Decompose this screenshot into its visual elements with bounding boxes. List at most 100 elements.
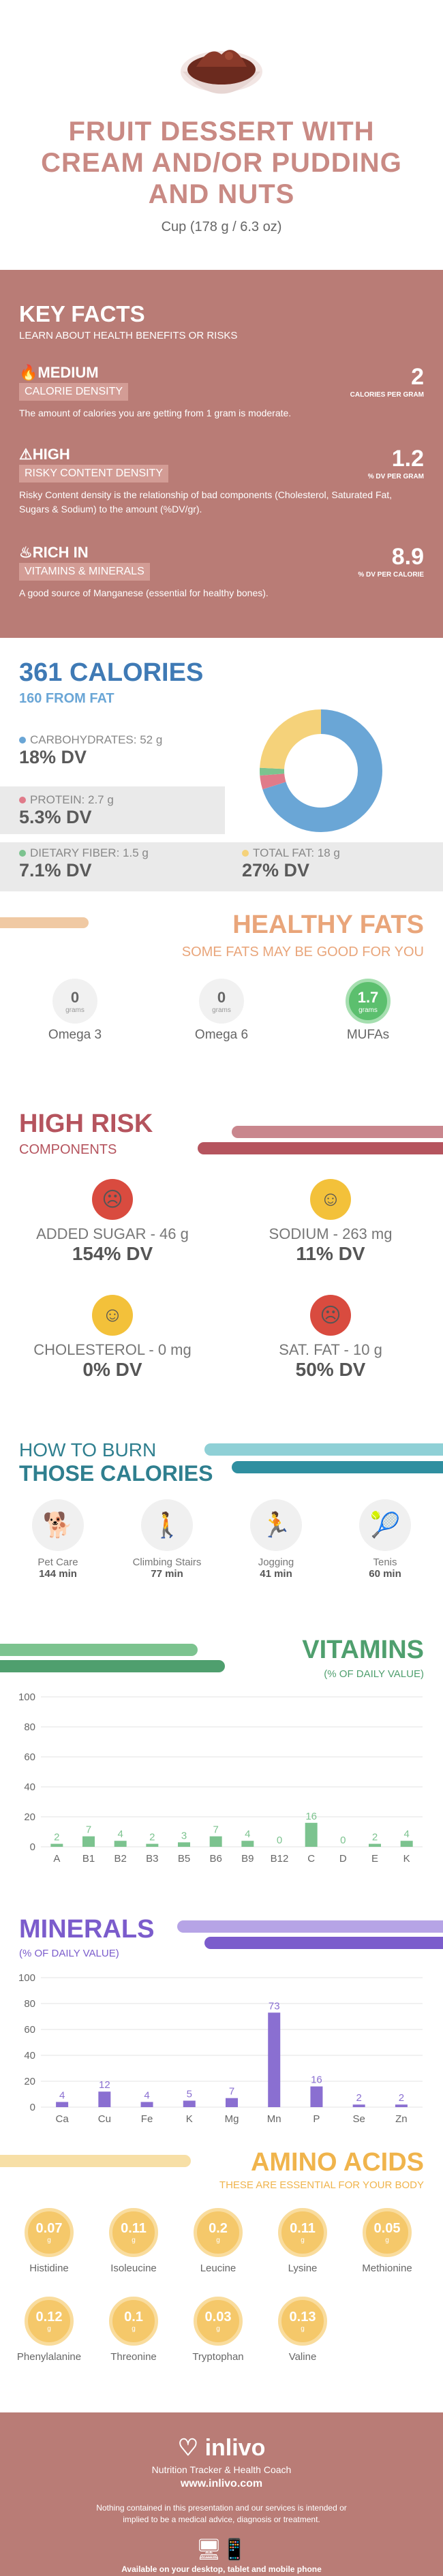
amino-unit: g bbox=[132, 2325, 136, 2333]
happy-face-icon: ☺ bbox=[92, 1295, 133, 1336]
protein-label: PROTEIN: 2.7 g bbox=[30, 793, 114, 806]
bar-B9 bbox=[241, 1841, 254, 1847]
y-tick-label: 80 bbox=[24, 1998, 35, 2010]
key-fact-label: RISKY CONTENT DENSITY bbox=[19, 465, 168, 482]
key-fact-desc: The amount of calories you are getting f… bbox=[19, 408, 292, 418]
sodium-item: ☺ SODIUM - 263 mg 11% DV bbox=[232, 1179, 429, 1265]
bar-B3 bbox=[146, 1843, 159, 1847]
amino-value: 0.12 bbox=[35, 2310, 63, 2325]
bar-value-label: 7 bbox=[213, 1824, 218, 1836]
y-tick-label: 60 bbox=[24, 2024, 35, 2036]
pudding-bowl-icon bbox=[181, 50, 262, 94]
warning-icon: ⚠ bbox=[19, 446, 33, 463]
x-tick-label: K bbox=[403, 1853, 410, 1865]
y-tick-label: 20 bbox=[24, 1811, 35, 1823]
mufas-unit: grams bbox=[358, 1006, 378, 1014]
vitamins-section: VITAMINS (% OF DAILY VALUE) 0 20 40 60 80 100… bbox=[0, 1629, 443, 1881]
x-tick-label: Mn bbox=[267, 2113, 281, 2125]
omega3-unit: grams bbox=[65, 1006, 85, 1014]
activity-name: Pet Care bbox=[37, 1557, 78, 1568]
brand-logo: ♡ inlivo bbox=[0, 2434, 443, 2462]
x-tick-label: B1 bbox=[82, 1853, 95, 1865]
amino-name: Leucine bbox=[200, 2263, 236, 2274]
burn-title-1: HOW TO BURN bbox=[19, 1439, 157, 1460]
amino-value: 0.03 bbox=[204, 2310, 232, 2325]
portion-size: Cup (178 g / 6.3 oz) bbox=[161, 219, 282, 234]
amino-circle: 0.1 g bbox=[109, 2297, 158, 2346]
omega6-value: 0 bbox=[217, 988, 226, 1006]
fat-dv: 27% DV bbox=[242, 860, 310, 880]
y-tick-label: 80 bbox=[24, 1721, 35, 1733]
y-tick-label: 100 bbox=[18, 1691, 35, 1703]
omega6-unit: grams bbox=[212, 1006, 231, 1014]
brand-name: inlivo bbox=[204, 2435, 266, 2461]
decor-stripe bbox=[232, 1461, 443, 1473]
amino-unit: g bbox=[47, 2325, 51, 2333]
bar-value-label: 0 bbox=[340, 1835, 346, 1846]
bar-value-label: 16 bbox=[311, 2074, 322, 2086]
bar-Cu bbox=[98, 2091, 111, 2107]
macro-donut-chart bbox=[260, 709, 382, 832]
amino-value: 0.11 bbox=[290, 2221, 316, 2236]
activity-jogging: 🏃 Jogging 41 min bbox=[232, 1499, 320, 1580]
activity-min: 77 min bbox=[151, 1568, 183, 1580]
fat-dot-icon bbox=[242, 850, 249, 857]
key-fact-label: VITAMINS & MINERALS bbox=[19, 563, 150, 581]
decor-stripe bbox=[232, 1126, 443, 1138]
omega6-name: Omega 6 bbox=[194, 1028, 249, 1042]
protein-dot-icon bbox=[19, 797, 26, 803]
key-fact-level: HIGH bbox=[32, 446, 70, 463]
omega3-value: 0 bbox=[70, 988, 80, 1006]
key-fact-desc: Risky Content density is the relationshi… bbox=[19, 489, 393, 515]
amino-item: 0.12 g Phenylalanine bbox=[8, 2297, 90, 2363]
bar-value-label: 2 bbox=[399, 2092, 404, 2104]
bar-Zn bbox=[395, 2104, 408, 2107]
y-tick-label: 40 bbox=[24, 1781, 35, 1793]
minerals-title: MINERALS bbox=[19, 1915, 155, 1944]
donut-slice-fiber bbox=[260, 709, 382, 832]
pet-care-icon: 🐕 bbox=[32, 1499, 84, 1551]
amino-name: Methionine bbox=[362, 2263, 412, 2274]
amino-unit: g bbox=[216, 2237, 220, 2244]
fiber-fat-bar bbox=[0, 842, 443, 891]
carbs-item: CARBOHYDRATES: 52 g 18% DV bbox=[19, 733, 162, 768]
x-tick-label: B3 bbox=[146, 1853, 158, 1865]
key-fact-unit: CALORIES PER GRAM bbox=[350, 391, 424, 399]
amino-item: 0.13 g Valine bbox=[262, 2297, 343, 2363]
activity-name: Tenis bbox=[373, 1557, 397, 1568]
amino-item: 0.2 g Leucine bbox=[177, 2208, 259, 2274]
amino-name: Isoleucine bbox=[110, 2263, 157, 2274]
key-facts-title: KEY FACTS bbox=[19, 301, 145, 326]
bar-value-label: 2 bbox=[149, 1832, 155, 1843]
bar-value-label: 4 bbox=[144, 2089, 149, 2101]
key-fact-value: 8.9 bbox=[391, 544, 424, 570]
bar-value-label: 3 bbox=[181, 1830, 187, 1841]
amino-unit: g bbox=[301, 2325, 305, 2333]
x-tick-label: Mg bbox=[225, 2113, 239, 2125]
cholesterol-item: ☺ CHOLESTEROL - 0 mg 0% DV bbox=[14, 1295, 211, 1381]
omega3-name: Omega 3 bbox=[48, 1028, 102, 1042]
added-sugar-label: ADDED SUGAR - 46 g bbox=[36, 1225, 189, 1242]
activity-min: 41 min bbox=[260, 1568, 292, 1580]
amino-circle: 0.03 g bbox=[194, 2297, 243, 2346]
activity-climbing-stairs: 🚶 Climbing Stairs 77 min bbox=[119, 1499, 215, 1580]
minerals-subtitle: (% OF DAILY VALUE) bbox=[19, 1948, 119, 1959]
brand-tagline: Nutrition Tracker & Health Coach bbox=[151, 2464, 292, 2475]
fiber-label: DIETARY FIBER: 1.5 g bbox=[30, 846, 149, 859]
donut-slice-fat bbox=[260, 709, 382, 832]
disclaimer: Nothing contained in this presentation a… bbox=[96, 2503, 347, 2524]
amino-item: 0.03 g Tryptophan bbox=[177, 2297, 259, 2363]
frown-face-icon: ☹ bbox=[310, 1295, 351, 1336]
amino-title: AMINO ACIDS bbox=[250, 2148, 424, 2177]
mufas-value: 1.7 bbox=[357, 988, 379, 1006]
bar-B6 bbox=[209, 1836, 222, 1847]
y-tick-label: 0 bbox=[30, 1841, 35, 1853]
amino-circle: 0.11 g bbox=[109, 2208, 158, 2257]
bar-value-label: 16 bbox=[305, 1811, 317, 1822]
bar-value-label: 12 bbox=[99, 2079, 110, 2091]
sat-fat-item: ☹ SAT. FAT - 10 g 50% DV bbox=[232, 1295, 429, 1381]
brand-url[interactable]: www.inlivo.com bbox=[180, 2478, 263, 2489]
decor-stripe bbox=[0, 1660, 225, 1672]
jogging-icon: 🏃 bbox=[250, 1499, 302, 1551]
amino-circle: 0.05 g bbox=[363, 2208, 412, 2257]
